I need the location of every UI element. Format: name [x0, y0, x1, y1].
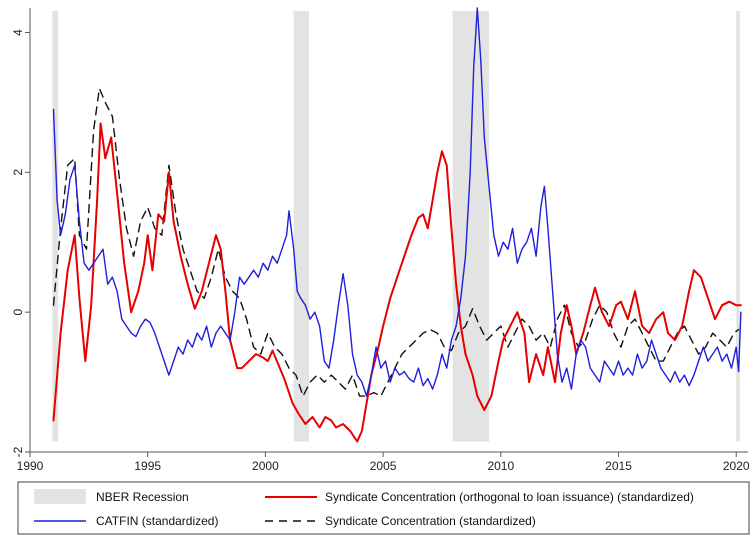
x-tick-label-2005: 2005: [370, 459, 397, 473]
x-tick-label-2015: 2015: [605, 459, 632, 473]
series-lines: [52, 7, 742, 443]
legend: NBER Recession Syndicate Concentration (…: [17, 481, 750, 535]
legend-label-syndicate: Syndicate Concentration (standardized): [325, 514, 536, 528]
legend-label-syndicate-orthogonal: Syndicate Concentration (orthogonal to l…: [325, 490, 694, 504]
recession-band-1: [293, 11, 309, 442]
recession-band-3: [736, 11, 740, 442]
recession-band-0: [52, 11, 59, 442]
series-line-catfin-standardized: [52, 7, 742, 397]
y-tick-label-0: 0: [11, 309, 25, 316]
y-tick-label-2: 2: [11, 169, 25, 176]
x-tick-label-1990: 1990: [17, 459, 44, 473]
legend-label-catfin: CATFIN (standardized): [96, 514, 218, 528]
series-line-syndicate-concentration-orthogonal-to-loan-issuance-standardized: [52, 122, 742, 443]
legend-label-recession: NBER Recession: [96, 490, 189, 504]
y-tick-label--2: -2: [11, 446, 25, 457]
y-tick-label-4: 4: [11, 29, 25, 36]
recession-band-2: [452, 11, 490, 442]
x-tick-label-1995: 1995: [134, 459, 161, 473]
legend-frame: [17, 481, 750, 535]
x-tick-label-2020: 2020: [723, 459, 750, 473]
legend-recession-swatch: [34, 489, 86, 504]
axes: 1990 1995 2000 2005 2010 2015 2020 -2 0 2 4: [11, 8, 750, 473]
x-tick-label-2000: 2000: [252, 459, 279, 473]
x-tick-label-2010: 2010: [487, 459, 514, 473]
